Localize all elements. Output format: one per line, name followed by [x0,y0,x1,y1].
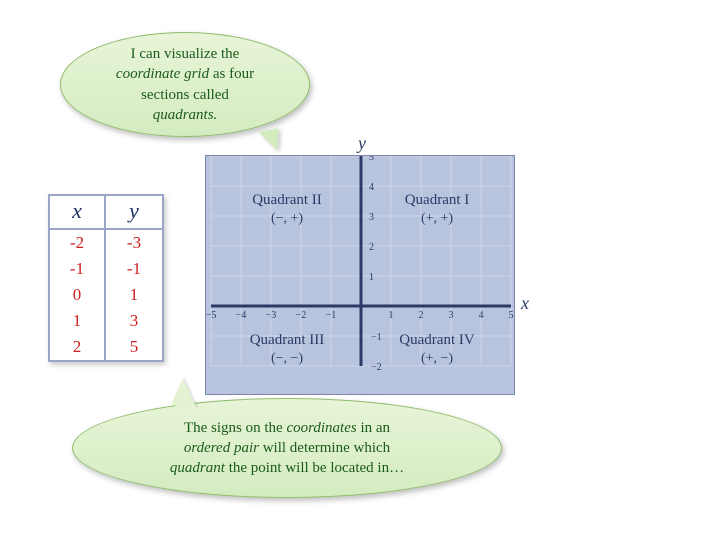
text: Quadrant IV [377,331,497,350]
svg-text:−1: −1 [326,310,337,321]
svg-text:4: 4 [479,310,484,321]
table-row: 25 [50,334,162,360]
text: sections called [141,87,229,103]
cell-x: -1 [50,256,106,282]
text-italic: quadrants. [153,107,218,123]
text: (−, +) [227,210,347,228]
text: the point will be located in… [225,460,404,476]
text: The signs on the [184,420,287,436]
cell-y: 3 [106,308,162,334]
table-row: 01 [50,282,162,308]
speech-bubble-top-text: I can visualize the coordinate grid as f… [116,44,254,125]
cell-x: -2 [50,230,106,256]
xy-table: x y -2-3-1-1011325 [48,194,164,362]
table-row: -2-3 [50,230,162,256]
quadrant-2-label: Quadrant II (−, +) [227,191,347,227]
text: Quadrant II [227,191,347,210]
table-row: 13 [50,308,162,334]
speech-bubble-bottom: The signs on the coordinates in an order… [72,398,502,498]
text: I can visualize the [131,46,240,62]
cell-y: 5 [106,334,162,360]
text: (+, −) [377,350,497,368]
table-row: -1-1 [50,256,162,282]
speech-bubble-top: I can visualize the coordinate grid as f… [60,32,310,137]
quadrant-1-label: Quadrant I (+, +) [377,191,497,227]
text-italic: quadrant [170,460,225,476]
cell-y: -1 [106,256,162,282]
text: (−, −) [227,350,347,368]
text-italic: coordinates [286,420,356,436]
table-header-y: y [106,196,162,230]
svg-text:5: 5 [509,310,514,321]
cell-x: 0 [50,282,106,308]
x-axis-label: x [521,293,529,314]
svg-text:2: 2 [419,310,424,321]
svg-text:−5: −5 [206,310,216,321]
svg-text:2: 2 [369,242,374,253]
svg-text:−4: −4 [236,310,247,321]
svg-text:3: 3 [369,212,374,223]
y-axis-label: y [358,133,366,154]
svg-text:1: 1 [369,272,374,283]
svg-text:1: 1 [389,310,394,321]
text: (+, +) [377,210,497,228]
text-italic: coordinate grid [116,66,209,82]
svg-text:4: 4 [369,182,374,193]
text: Quadrant I [377,191,497,210]
text: will determine which [259,440,390,456]
speech-bubble-bottom-text: The signs on the coordinates in an order… [170,418,404,479]
text: Quadrant III [227,331,347,350]
cell-x: 1 [50,308,106,334]
text: as four [209,66,254,82]
svg-text:−2: −2 [296,310,307,321]
text: in an [357,420,390,436]
table-header-row: x y [50,196,162,230]
bubble-tail-icon [171,377,201,408]
cell-y: 1 [106,282,162,308]
coordinate-grid: −5−4−3−2−112345−2−112345 y x Quadrant II… [205,155,515,397]
cell-x: 2 [50,334,106,360]
quadrant-4-label: Quadrant IV (+, −) [377,331,497,367]
table-header-x: x [50,196,106,230]
svg-text:3: 3 [449,310,454,321]
bubble-tail-icon [259,128,283,154]
svg-text:5: 5 [369,156,374,163]
text-italic: ordered pair [184,440,259,456]
cell-y: -3 [106,230,162,256]
quadrant-3-label: Quadrant III (−, −) [227,331,347,367]
svg-text:−3: −3 [266,310,277,321]
